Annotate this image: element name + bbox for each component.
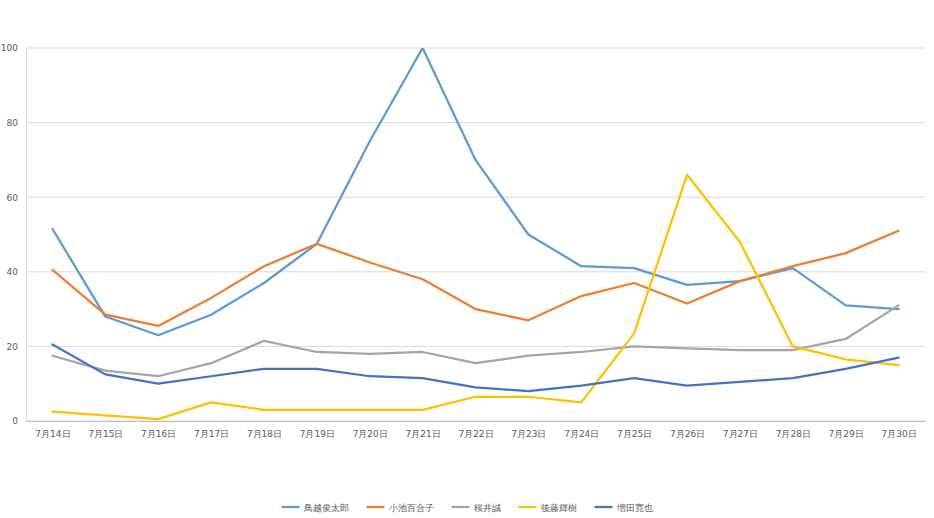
x-tick-label: 7月30日 (881, 429, 916, 439)
x-tick: 7月15日 (88, 421, 123, 439)
x-tick-label: 7月25日 (617, 429, 652, 439)
x-tick-label: 7月20日 (353, 429, 388, 439)
series-line (52, 48, 898, 335)
lines (52, 48, 898, 419)
x-tick-label: 7月15日 (88, 429, 123, 439)
x-tick-label: 7月16日 (141, 429, 176, 439)
legend-item: 後藤輝樹 (519, 503, 577, 513)
y-tick-label: 40 (7, 267, 19, 277)
x-tick: 7月24日 (564, 421, 599, 439)
x-tick-label: 7月22日 (458, 429, 493, 439)
x-tick: 7月16日 (141, 421, 176, 439)
x-tick: 7月26日 (670, 421, 705, 439)
x-tick: 7月23日 (511, 421, 546, 439)
y-axis-line (26, 49, 27, 422)
x-tick: 7月20日 (353, 421, 388, 439)
x-tick: 7月30日 (881, 421, 916, 439)
y-tick: 80 (7, 118, 26, 128)
x-tick-label: 7月28日 (776, 429, 811, 439)
legend-item: 増田寛也 (595, 503, 653, 513)
x-tick-label: 7月24日 (564, 429, 599, 439)
legend: 鳥越俊太郎 小池百合子 桜井誠 後藤輝樹 増田寛也 (282, 503, 653, 513)
grid (26, 48, 925, 421)
legend-label: 増田寛也 (616, 503, 653, 513)
legend-swatch (595, 506, 613, 508)
x-tick: 7月25日 (617, 421, 652, 439)
x-axis-line (27, 421, 926, 422)
x-tick-label: 7月21日 (406, 429, 441, 439)
series-line (52, 345, 898, 392)
x-tick-label: 7月17日 (194, 429, 229, 439)
x-tick-label: 7月23日 (511, 429, 546, 439)
x-tick-label: 7月29日 (829, 429, 864, 439)
x-tick: 7月29日 (829, 421, 864, 439)
y-tick-label: 100 (1, 43, 18, 53)
x-axis: 7月14日 7月15日 7月16日 7月17日 7月18日 7月19日 7月20日 7月21日… (27, 421, 926, 439)
x-tick: 7月18日 (247, 421, 282, 439)
y-tick: 0 (12, 416, 26, 426)
grid-line (26, 197, 925, 198)
y-axis: 0 20 40 60 80 100 (1, 43, 27, 426)
grid-line (26, 346, 925, 347)
y-tick-label: 80 (7, 118, 19, 128)
series-line (52, 305, 898, 376)
x-tick: 7月27日 (723, 421, 758, 439)
legend-label: 桜井誠 (474, 503, 501, 513)
y-tick-label: 60 (7, 193, 19, 203)
y-tick: 60 (7, 193, 26, 203)
legend-swatch (519, 506, 537, 508)
series-line (52, 175, 898, 419)
x-tick-label: 7月18日 (247, 429, 282, 439)
legend-item: 桜井誠 (452, 503, 501, 513)
legend-swatch (452, 506, 470, 508)
legend-item: 鳥越俊太郎 (282, 503, 349, 513)
y-tick: 40 (7, 267, 26, 277)
legend-swatch (282, 506, 300, 508)
x-tick: 7月21日 (406, 421, 441, 439)
grid-line (26, 271, 925, 272)
y-tick-label: 0 (12, 416, 18, 426)
legend-label: 小池百合子 (389, 503, 434, 513)
x-tick-label: 7月27日 (723, 429, 758, 439)
legend-label: 鳥越俊太郎 (303, 503, 349, 513)
x-tick: 7月17日 (194, 421, 229, 439)
y-tick: 100 (1, 43, 26, 53)
x-tick: 7月19日 (300, 421, 335, 439)
y-tick: 20 (7, 342, 26, 352)
x-tick: 7月14日 (35, 421, 70, 439)
legend-item: 小池百合子 (367, 503, 434, 513)
x-tick-label: 7月26日 (670, 429, 705, 439)
y-tick-label: 20 (7, 342, 19, 352)
grid-line (26, 48, 925, 49)
legend-label: 後藤輝樹 (541, 503, 577, 513)
x-tick-label: 7月14日 (35, 429, 70, 439)
plot: 0204060801007月14日7月15日7月16日7月17日7月18日7月1… (1, 43, 926, 439)
x-tick-label: 7月19日 (300, 429, 335, 439)
grid-line (26, 421, 925, 422)
x-tick: 7月22日 (458, 421, 493, 439)
chart: 0204060801007月14日7月15日7月16日7月17日7月18日7月1… (0, 0, 934, 518)
x-tick: 7月28日 (776, 421, 811, 439)
grid-line (26, 122, 925, 123)
legend-swatch (367, 506, 385, 508)
series-line (52, 231, 898, 326)
